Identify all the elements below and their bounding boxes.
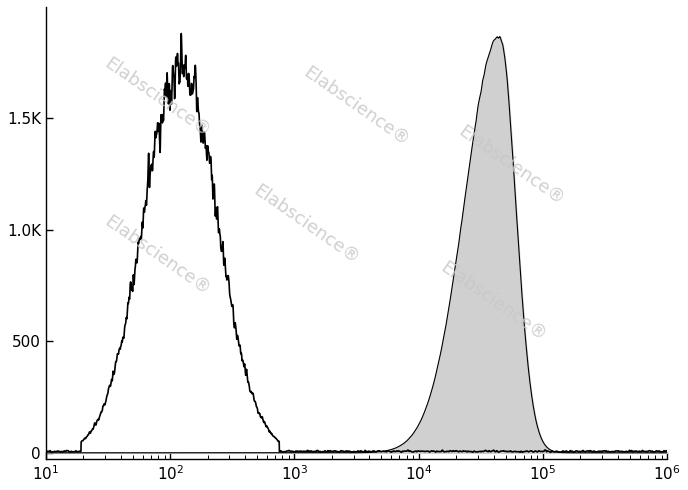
Text: Elabscience®: Elabscience® [250,181,363,268]
Text: Elabscience®: Elabscience® [101,54,214,141]
Text: Elabscience®: Elabscience® [300,63,413,149]
Text: Elabscience®: Elabscience® [455,122,568,209]
Text: Elabscience®: Elabscience® [101,213,214,299]
Text: Elabscience®: Elabscience® [437,258,550,344]
